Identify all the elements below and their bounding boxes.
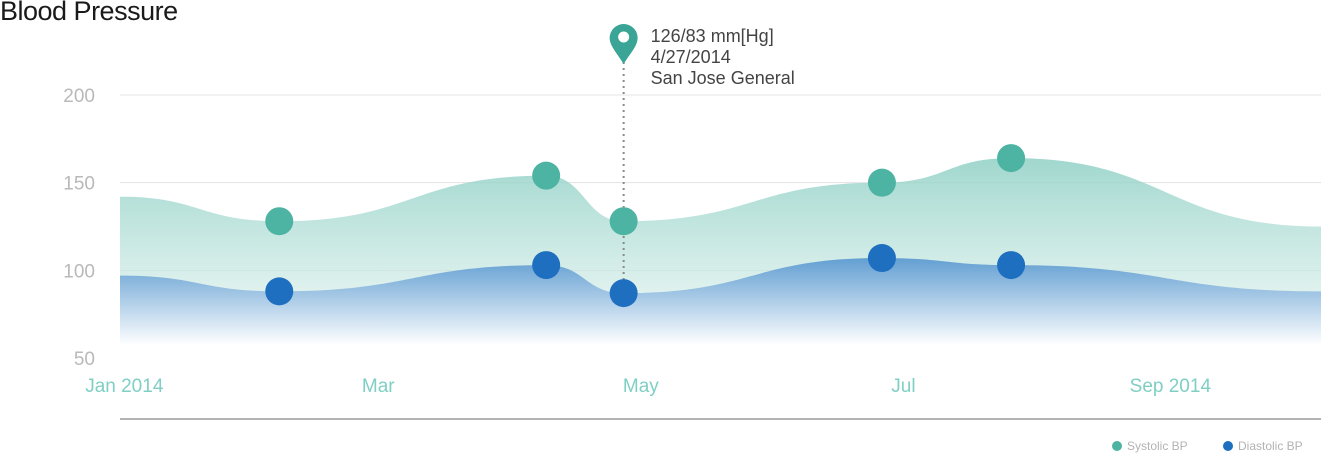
systolic-point[interactable] (609, 207, 638, 236)
legend-swatch-diastolic (1223, 441, 1233, 451)
legend-swatch-systolic (1112, 441, 1122, 451)
diastolic-point[interactable] (532, 251, 561, 280)
chart-title: Blood Pressure (0, 0, 178, 26)
map-pin-icon[interactable] (609, 24, 638, 64)
area-diastolic (120, 258, 1321, 345)
y-tick-label: 150 (63, 174, 95, 195)
diastolic-point[interactable] (997, 251, 1026, 280)
x-tick-label: Sep 2014 (1130, 376, 1212, 397)
diastolic-point[interactable] (265, 277, 294, 306)
diastolic-point[interactable] (609, 279, 638, 308)
systolic-point[interactable] (265, 207, 294, 236)
annotation-line-3: San Jose General (651, 68, 795, 88)
systolic-point[interactable] (532, 161, 561, 190)
y-tick-label: 50 (74, 349, 95, 370)
map-pin-hole (618, 31, 630, 43)
x-tick-label: Jul (891, 376, 915, 397)
x-tick-label: May (623, 376, 659, 397)
systolic-point[interactable] (867, 168, 896, 197)
y-tick-label: 100 (63, 261, 95, 282)
map-pin-shape (609, 24, 638, 64)
diastolic-point[interactable] (867, 244, 896, 273)
legend-label-diastolic: Diastolic BP (1238, 439, 1303, 453)
systolic-point[interactable] (997, 144, 1026, 173)
annotation-line-1: 126/83 mm[Hg] (651, 26, 774, 46)
y-tick-label: 200 (63, 86, 95, 107)
x-tick-label: Mar (362, 376, 395, 397)
annotation-line-2: 4/27/2014 (651, 47, 731, 67)
legend-label-systolic: Systolic BP (1127, 439, 1188, 453)
x-tick-label: Jan 2014 (85, 376, 164, 397)
